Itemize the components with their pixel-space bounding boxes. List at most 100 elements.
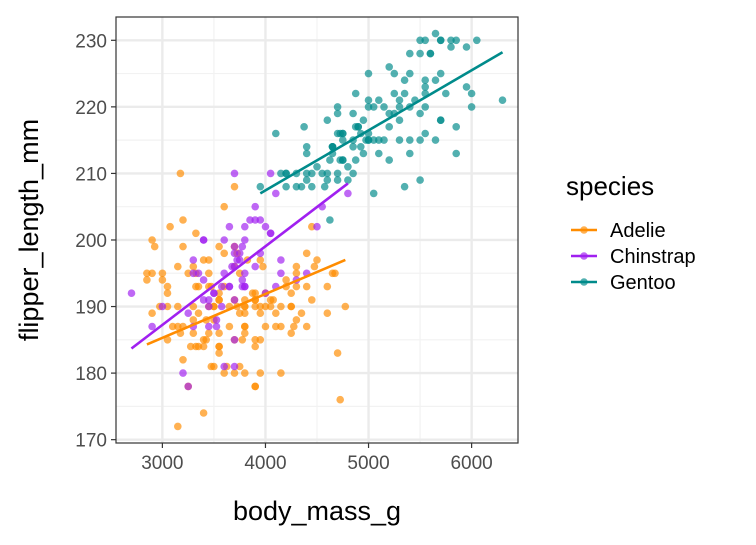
legend-title: species [566,171,654,201]
data-point-gentoo [362,136,370,144]
data-point-adelie [158,276,167,284]
data-point-gentoo [300,123,308,131]
data-point-gentoo [339,156,347,164]
data-point-chinstrap [205,302,213,311]
data-point-adelie [220,202,228,211]
data-point-gentoo [282,169,290,178]
data-point-gentoo [400,182,409,191]
data-point-gentoo [416,49,424,58]
data-point-gentoo [421,129,430,138]
data-point-gentoo [323,116,332,124]
data-point-adelie [272,309,280,318]
data-point-chinstrap [272,189,280,198]
data-point-adelie [251,382,259,391]
data-point-chinstrap [246,216,254,224]
data-point-gentoo [436,69,445,78]
data-point-gentoo [380,136,388,144]
data-point-chinstrap [230,336,239,344]
data-point-gentoo [326,156,334,164]
y-tick-label: 210 [75,164,107,185]
data-point-chinstrap [261,222,270,231]
data-point-adelie [308,222,316,231]
y-tick-label: 220 [75,98,107,119]
data-point-chinstrap [238,242,247,251]
data-point-adelie [302,322,311,331]
data-point-gentoo [380,103,388,111]
y-axis-ticks: 170 180 190 200 210 220 230 [75,31,116,452]
data-point-adelie [174,422,182,431]
legend-key-point [580,226,588,234]
data-point-adelie [174,262,182,271]
data-point-adelie [220,369,228,377]
data-point-adelie [259,262,267,271]
data-point-chinstrap [225,282,234,291]
data-point-chinstrap [266,229,275,238]
data-point-gentoo [333,169,342,178]
data-point-chinstrap [256,216,265,224]
data-point-chinstrap [277,269,285,278]
legend-label: Gentoo [610,272,676,294]
data-point-chinstrap [228,262,236,271]
data-point-chinstrap [235,256,244,264]
data-point-adelie [225,322,234,331]
data-point-gentoo [462,43,471,51]
data-point-gentoo [344,163,352,171]
data-point-chinstrap [225,222,234,231]
data-point-adelie [176,169,185,178]
data-point-gentoo [395,96,404,104]
data-point-chinstrap [127,289,136,298]
data-point-adelie [174,322,182,331]
data-point-gentoo [400,76,409,84]
data-point-gentoo [467,103,476,111]
data-point-gentoo [302,143,311,151]
data-point-adelie [292,269,301,278]
data-point-gentoo [320,182,329,191]
trend-line-chinstrap [130,182,349,350]
data-point-adelie [277,369,285,377]
data-point-chinstrap [217,282,226,291]
data-point-gentoo [292,182,301,191]
data-point-chinstrap [230,296,239,304]
plot-panel-border [115,16,519,444]
y-tick-label: 200 [75,231,107,252]
data-point-adelie [302,249,311,258]
data-point-chinstrap [277,256,285,264]
data-point-adelie [174,302,182,311]
data-point-chinstrap [251,202,259,211]
x-axis-label: body_mass_g [233,496,401,526]
data-point-adelie [261,302,270,311]
data-point-adelie [251,302,259,311]
data-point-adelie [292,316,301,324]
data-point-gentoo [302,169,311,178]
data-point-chinstrap [199,236,208,244]
data-point-chinstrap [199,296,208,304]
legend-key-point [580,278,588,286]
y-tick-label: 230 [75,31,107,52]
data-point-gentoo [416,36,424,45]
data-point-gentoo [323,176,332,184]
x-tick-label: 5000 [347,453,389,474]
data-point-adelie [251,342,259,351]
x-axis-ticks: 3000 4000 5000 6000 [141,443,493,474]
data-point-adelie [199,409,208,417]
data-point-adelie [215,289,223,298]
data-point-gentoo [385,123,394,131]
data-point-gentoo [351,89,360,98]
data-point-chinstrap [220,236,228,244]
y-axis-label: flipper_length_mm [14,119,44,341]
data-point-chinstrap [241,236,249,244]
data-point-adelie [308,296,316,304]
data-point-adelie [215,329,223,338]
data-point-adelie [235,362,244,371]
data-point-gentoo [400,89,409,98]
legend-item-adelie: Adelie [571,220,666,242]
data-point-adelie [251,289,259,298]
data-point-adelie [272,322,280,331]
data-point-gentoo [431,76,440,84]
data-point-adelie [341,302,350,311]
data-point-chinstrap [230,362,239,371]
data-point-chinstrap [210,289,218,298]
data-point-gentoo [351,156,360,164]
data-point-adelie [189,316,198,324]
